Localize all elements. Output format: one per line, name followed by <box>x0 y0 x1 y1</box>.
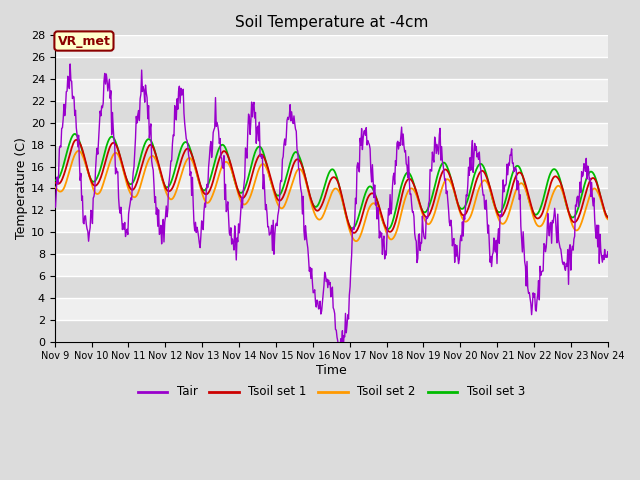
Bar <box>55 210 608 232</box>
Title: Soil Temperature at -4cm: Soil Temperature at -4cm <box>235 15 428 30</box>
Bar <box>55 36 608 57</box>
X-axis label: Time: Time <box>316 364 347 377</box>
Legend: Tair, Tsoil set 1, Tsoil set 2, Tsoil set 3: Tair, Tsoil set 1, Tsoil set 2, Tsoil se… <box>133 381 529 403</box>
Bar <box>55 276 608 298</box>
Bar <box>55 189 608 210</box>
Bar <box>55 79 608 101</box>
Text: VR_met: VR_met <box>58 35 110 48</box>
Bar <box>55 298 608 320</box>
Bar <box>55 144 608 167</box>
Bar <box>55 101 608 123</box>
Bar <box>55 320 608 342</box>
Bar <box>55 254 608 276</box>
Bar <box>55 167 608 189</box>
Bar <box>55 57 608 79</box>
Bar <box>55 232 608 254</box>
Bar <box>55 123 608 144</box>
Y-axis label: Temperature (C): Temperature (C) <box>15 138 28 240</box>
